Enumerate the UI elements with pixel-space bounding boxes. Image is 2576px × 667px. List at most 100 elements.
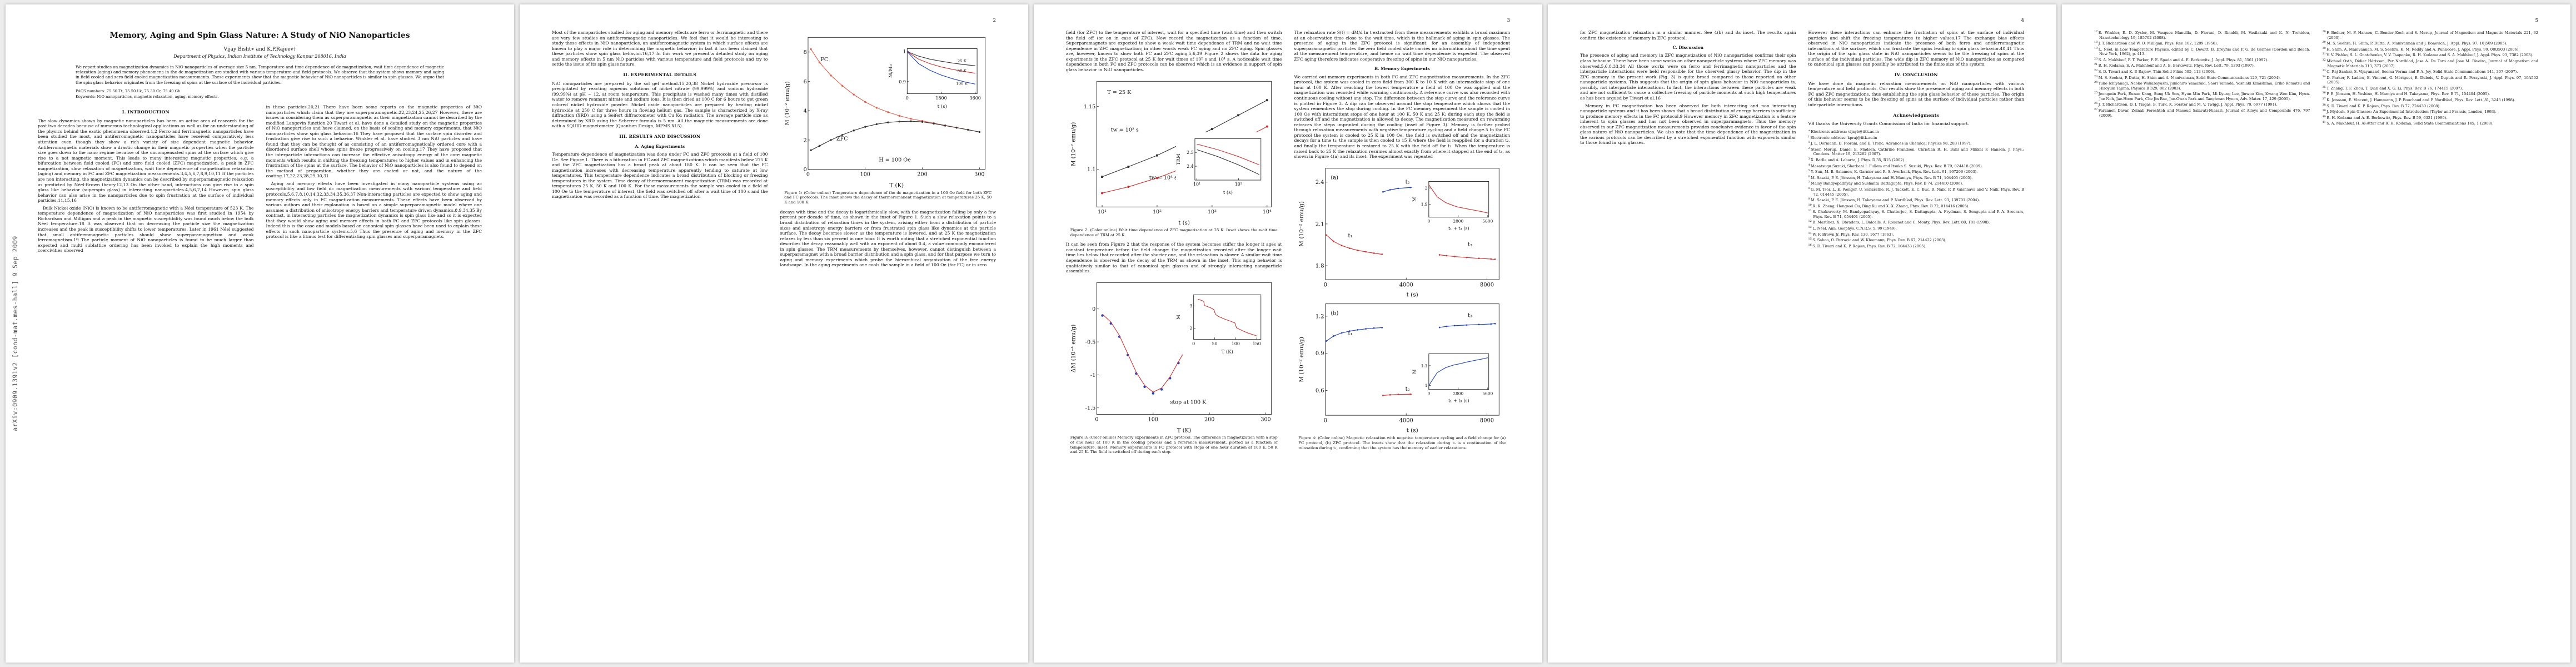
section-results-discussion: III. RESULTS AND DISCUSSION <box>619 133 701 139</box>
svg-text:(b): (b) <box>1331 311 1339 317</box>
paragraph: in these particles.20,21 There have been… <box>266 104 482 179</box>
svg-text:5600: 5600 <box>1483 219 1493 224</box>
figure-4b-plot-area: 0 4000 8000 0.6 0.9 1.2 t (s) M (10⁻² emu/g) (b)… <box>1298 297 1506 434</box>
svg-text:-1: -1 <box>1090 372 1095 378</box>
svg-text:M: M <box>1176 315 1181 320</box>
page-number: 3 <box>1507 18 1510 23</box>
reference-number: 38 <box>2322 103 2326 107</box>
reference-number: 31 <box>2322 52 2326 56</box>
svg-text:200: 200 <box>1204 416 1214 422</box>
paragraph: The slow dynamics shown by magnetic nano… <box>38 118 254 203</box>
reference-text: Farzaneh Davar, Zeinab Fereshteh and Mas… <box>2098 108 2310 118</box>
reference-item: 30 H. Shim, A. Manivannan, M. S. Seehra, … <box>2323 47 2539 52</box>
reference-item: 31 V. V. Pishko, S. L. Gnatchenko, V. V. … <box>2323 52 2539 58</box>
reference-text: Malay Bandyopadhyay and Sushanta Dattagu… <box>1811 181 1964 186</box>
page-2-right-column: 0 100 200 300 0 2 4 6 8 T (K) M (10⁻² emu/g) FC ZFC H… <box>780 30 996 270</box>
svg-text:1800: 1800 <box>935 96 946 101</box>
reference-text: P. E. Jönsson, H. Yoshino, H. Mamiya and… <box>2326 92 2490 97</box>
reference-item: 35 T. Zhang, T. F. Zhou, T. Qian and X. G… <box>2323 86 2539 91</box>
svg-text:t (s): t (s) <box>1407 427 1418 434</box>
figure-2-inset-plot: 10¹ 10³ 2.4 2.5 t (s) TRM <box>1175 132 1268 196</box>
reference-text: E. Winkler, R. D. Zysler, M. Vasquez Man… <box>2098 31 2310 40</box>
reference-item: 10 R. K. Zheng, Hongwei Gu, Bing Xu and X… <box>1808 203 2025 209</box>
svg-text:0.9: 0.9 <box>1316 351 1324 357</box>
svg-text:T = 25 K: T = 25 K <box>1107 89 1132 95</box>
svg-text:10³: 10³ <box>1235 182 1242 187</box>
paragraph: Bulk Nickel oxide (NiO) is known to be a… <box>38 205 254 253</box>
arxiv-watermark: arXiv:0909.1391v2 [cond-mat.mes-hall] 9 … <box>6 4 32 663</box>
svg-text:1: 1 <box>1425 384 1428 389</box>
reference-item: 8 G. M. Tsoi, L. E. Wenger, U. Senaratne,… <box>1808 187 2025 197</box>
page-5: 5 17 E. Winkler, R. D. Zysler, M. Vasquez… <box>2062 4 2570 663</box>
svg-text:tw = 10⁴ s: tw = 10⁴ s <box>1149 175 1177 181</box>
reference-item: 13 L. Néel, Ann. Geophys. C.N.R.S. 5, 99 … <box>1808 226 2025 231</box>
reference-text: S. A. Makhlouf, F. T. Parker, F. E. Spad… <box>2098 57 2269 62</box>
svg-text:1.8: 1.8 <box>1316 263 1324 269</box>
svg-text:(a): (a) <box>1331 175 1339 181</box>
reference-text: S. D. Tiwari and K. P. Rajeev, Phys. Rev… <box>2326 103 2441 108</box>
svg-text:-1.5: -1.5 <box>1085 405 1095 411</box>
svg-text:100: 100 <box>860 171 870 177</box>
svg-text:10²: 10² <box>1153 209 1162 215</box>
reference-item: 21 R. H. Kodama, S. A. Makhlouf and A. E.… <box>2094 63 2310 68</box>
reference-item: 2 Steen Mørup, Daniel E. Madsen, Cathrine… <box>1808 147 2025 157</box>
svg-text:50 K: 50 K <box>958 68 967 73</box>
page-5-columns: 17 E. Winkler, R. D. Zysler, M. Vasquez M… <box>2094 30 2538 127</box>
svg-text:2: 2 <box>804 137 807 143</box>
section-acknowledgments: Acknowledgments <box>1893 112 1939 118</box>
reference-number: 23 <box>2094 74 2098 78</box>
figure-4-caption: Figure 4: (Color online) Magnetic relaxa… <box>1298 436 1506 450</box>
svg-text:M (10⁻² emu/g): M (10⁻² emu/g) <box>1298 337 1305 382</box>
svg-text:300: 300 <box>974 171 984 177</box>
paper-header: Memory, Aging and Spin Glass Nature: A S… <box>38 31 482 99</box>
reference-number: 18 <box>2094 41 2098 44</box>
page-1-left-column: I. INTRODUCTION The slow dynamics shown … <box>38 104 254 256</box>
reference-item: 27 Farzaneh Davar, Zeinab Fereshteh and M… <box>2094 108 2310 118</box>
paper-affiliation: Department of Physics, Indian Institute … <box>173 53 346 59</box>
reference-text: J. T. Richardson, D. I. Yiagas, B. Turk,… <box>2098 102 2278 107</box>
svg-text:0: 0 <box>1092 306 1095 312</box>
reference-number: 32 <box>2322 58 2326 62</box>
svg-text:4000: 4000 <box>1399 418 1413 424</box>
svg-text:150: 150 <box>1253 341 1261 346</box>
svg-text:t₁: t₁ <box>1348 233 1353 239</box>
svg-text:0.9: 0.9 <box>899 79 906 84</box>
reference-number: 36 <box>2322 91 2326 95</box>
svg-text:t₁ + t₃ (s): t₁ + t₃ (s) <box>1448 226 1469 231</box>
page-number: 5 <box>2535 18 2538 23</box>
reference-item: 41 S. A. Makhlouf, H. Al-Attar and R. H. … <box>2323 121 2539 126</box>
page-3-right-column: The relaxation rate S(t) = dM/d ln t ext… <box>1294 30 1511 455</box>
svg-text:10¹: 10¹ <box>1193 182 1200 187</box>
reference-item: 37 K. Jonason, E. Vincent, J. Hammann, J.… <box>2323 97 2539 103</box>
svg-text:1.9: 1.9 <box>1421 202 1428 207</box>
svg-text:t (s): t (s) <box>937 103 946 109</box>
page-1-right-column: in these particles.20,21 There have been… <box>266 104 482 242</box>
reference-item: 15 S. Sahoo, O. Petracic and W. Kleemann,… <box>1808 237 2025 243</box>
svg-text:t₂: t₂ <box>1406 179 1410 185</box>
reference-number: 28 <box>2322 30 2326 33</box>
reference-text: Yuko Ichiyanagi, Naoko Wakabayashi, Juni… <box>2098 81 2310 91</box>
figure-1-caption: Figure 1: (Color online) Temperature dep… <box>784 190 992 205</box>
figure-2: 10¹ 10² 10³ 10⁴ 1.1 1.15 t (s) M (10⁻² emu/g) T … <box>1070 74 1278 238</box>
reference-item: 25 Jeongmin Park, Eunae Kang, Sung Uk Son… <box>2094 91 2310 101</box>
reference-text: L. Néel, in Low Temperature Physics, edi… <box>2098 47 2310 57</box>
reference-item: 7 Malay Bandyopadhyay and Sushanta Dattag… <box>1808 181 2025 186</box>
reference-text: T. Zhang, T. F. Zhou, T. Qian and X. G. … <box>2326 86 2463 91</box>
reference-item: 22 S. D. Tiwari and K. P. Rajeev, Thin So… <box>2094 69 2310 74</box>
paragraph: decays with time and the decay is logari… <box>780 209 996 268</box>
reference-number: 41 <box>2322 121 2326 125</box>
reference-number: 24 <box>2094 81 2098 84</box>
reference-number: 15 <box>1808 237 1812 241</box>
figure-4a-plot-area: 0 4000 8000 1.8 2.1 2.4 t (s) M (10⁻² emu/g) (a)… <box>1298 161 1506 298</box>
figure-2-plot-area: 10¹ 10² 10³ 10⁴ 1.1 1.15 t (s) M (10⁻² emu/g) T … <box>1070 74 1278 226</box>
page-number: 4 <box>2021 18 2024 23</box>
svg-text:10³: 10³ <box>1208 209 1217 215</box>
reference-item: 34 D. Parker, F. Ladieu, E. Vincent, G. M… <box>2323 75 2539 85</box>
reference-text: S. Sahoo, O. Petracic and W. Kleemann, P… <box>1812 238 1946 243</box>
svg-text:0.6: 0.6 <box>1316 388 1324 394</box>
reference-item: 38 S. D. Tiwari and K. P. Rajeev, Phys. R… <box>2323 103 2539 109</box>
reference-number: 30 <box>2322 46 2326 50</box>
svg-text:0: 0 <box>906 96 909 101</box>
paragraph: Aging and memory effects have been inves… <box>266 181 482 240</box>
reference-number: 22 <box>2094 69 2098 72</box>
